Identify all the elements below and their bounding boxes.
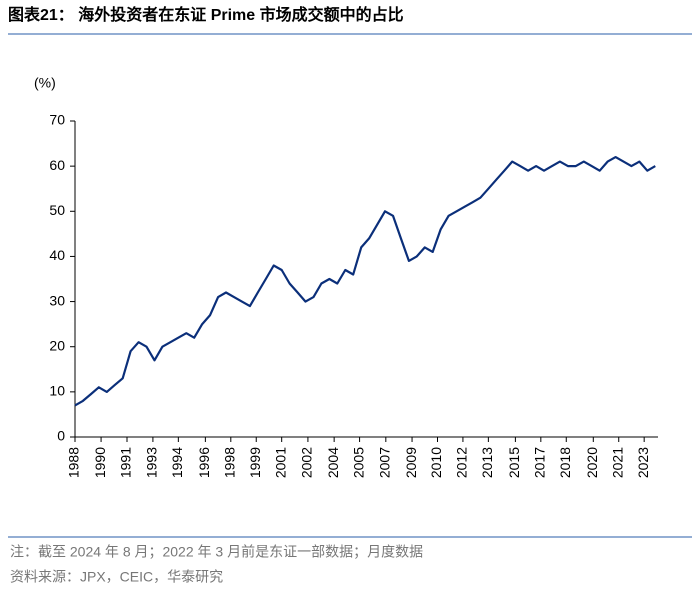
x-tick-label: 2002 [299,447,315,478]
x-tick-label: 1991 [118,447,134,478]
y-tick-label: 50 [49,202,65,218]
x-tick-label: 2021 [609,447,625,478]
data-line [74,156,656,407]
x-tick-label: 1996 [196,447,212,478]
y-tick-label: 10 [49,383,65,399]
y-tick-label: 70 [49,112,65,128]
y-tick-label: 40 [49,247,65,263]
x-tick-label: 2023 [635,447,651,478]
x-tick-label: 2004 [325,447,341,478]
x-tick-label: 2007 [377,447,393,478]
x-tick-label: 2009 [403,447,419,478]
x-tick-label: 1999 [247,447,263,478]
x-tick-label: 1988 [66,447,82,478]
y-tick-label: 20 [49,337,65,353]
y-tick-label: 30 [49,292,65,308]
y-axis-label: (%) [34,75,56,91]
x-tick-label: 2001 [272,447,288,478]
x-tick-label: 2010 [428,447,444,478]
y-tick-label: 0 [57,428,65,444]
y-tick-label: 60 [49,157,65,173]
x-tick-label: 1994 [169,447,185,478]
x-tick-label: 1990 [92,447,108,478]
x-tick-label: 2015 [506,447,522,478]
source-note: 资料来源：JPX，CEIC，华泰研究 [10,569,223,585]
x-tick-label: 2005 [350,447,366,478]
x-tick-label: 2018 [557,447,573,478]
footnote: 注：截至 2024 年 8 月；2022 年 3 月前是东证一部数据；月度数据 [10,544,423,561]
x-tick-label: 1998 [222,447,238,478]
x-tick-label: 1993 [144,447,160,478]
x-tick-label: 2012 [454,447,470,478]
chart-title: 图表21： 海外投资者在东证 Prime 市场成交额中的占比 [8,5,404,24]
x-tick-label: 2020 [584,447,600,478]
x-tick-label: 2017 [532,447,548,478]
x-tick-label: 2013 [479,447,495,478]
